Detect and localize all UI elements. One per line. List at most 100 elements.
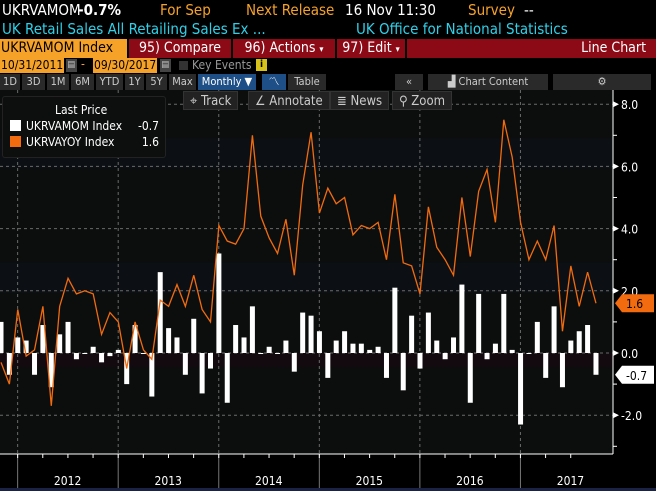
bar [333, 340, 339, 353]
x-tick-label: 2014 [255, 474, 283, 488]
bar [258, 353, 264, 354]
range-6m[interactable]: 6M [71, 74, 94, 90]
edit-button[interactable]: 97) Edit ▾ [335, 39, 405, 58]
range-1m[interactable]: 1M [47, 74, 69, 90]
range-max[interactable]: Max [169, 74, 196, 90]
bar [409, 315, 415, 353]
x-tick-label: 2013 [154, 474, 181, 488]
bar [367, 349, 373, 353]
bar [283, 340, 289, 353]
frequency-dropdown[interactable]: Monthly ▼ [198, 74, 256, 90]
bar [476, 293, 482, 353]
bar [375, 346, 381, 353]
bar [300, 312, 306, 353]
legend-value: -0.7 [137, 119, 159, 133]
actions-button[interactable]: 96) Actions ▾ [231, 39, 335, 58]
chart-type-button[interactable]: Line Chart [581, 40, 646, 56]
security-description: UK Retail Sales All Retailing Sales Ex .… [2, 20, 266, 38]
bar [518, 353, 524, 425]
bar [208, 353, 213, 369]
period: For Sep [160, 1, 211, 19]
legend-item: UKRVAMOM Index [10, 119, 122, 133]
survey-value: -- [524, 1, 534, 19]
bar [291, 353, 297, 372]
last-value-badge [615, 294, 654, 313]
bar [0, 321, 4, 353]
series-line [0, 119, 597, 406]
next-release-value: 16 Nov 11:30 [345, 1, 436, 19]
bar [65, 321, 71, 353]
zoom-label: Zoom [411, 94, 446, 109]
bar [132, 325, 138, 353]
key-events-checkbox[interactable] [179, 61, 188, 70]
settings-gear-icon[interactable]: ⚙ [553, 74, 651, 90]
y-tick-arrow [613, 350, 619, 356]
compare-button[interactable]: 95) Compare [127, 39, 231, 58]
zoom-button[interactable]: ⚲ Zoom [392, 91, 453, 110]
x-tick-label: 2017 [557, 474, 584, 488]
legend-value: 1.6 [141, 135, 159, 149]
last-value-label: -0.7 [626, 369, 647, 383]
actions-label: 96) Actions [244, 40, 316, 56]
y-tick-arrow [613, 412, 619, 419]
x-tick-label: 2015 [356, 474, 383, 488]
magnifier-icon: ⚲ [399, 94, 412, 109]
bar [32, 353, 38, 375]
bar [576, 331, 582, 353]
bar [316, 331, 322, 353]
key-events-label: Key Events [192, 58, 252, 72]
pencil-icon: ∠ [255, 94, 270, 109]
last-value-badge [615, 365, 654, 384]
bar [224, 353, 230, 403]
y-tick-label: 4.0 [621, 223, 638, 237]
bar [501, 293, 507, 353]
annotate-label: Annotate [269, 94, 323, 109]
legend: Last Price UKRVAMOM Index -0.7 UKRVAYOY … [2, 96, 166, 158]
bar [174, 337, 180, 353]
range-5y[interactable]: 5Y [146, 74, 167, 90]
range-1d[interactable]: 1D [0, 74, 20, 90]
range-ytd[interactable]: YTD [96, 74, 123, 90]
line-chart-icon[interactable]: 〽 [262, 74, 286, 90]
dropdown-arrow-icon: ▾ [395, 45, 400, 55]
y-tick-arrow [613, 287, 619, 294]
calendar-icon[interactable]: ▤ [160, 59, 171, 72]
bar [191, 318, 197, 353]
chart-content-button[interactable]: ▟ Chart Content [428, 74, 548, 90]
divider [405, 39, 407, 58]
track-button[interactable]: ⌖ Track [183, 91, 239, 110]
info-icon[interactable]: i [256, 59, 267, 71]
bar [73, 353, 79, 360]
bar [484, 353, 490, 360]
bar [182, 353, 188, 375]
range-1y[interactable]: 1Y [125, 74, 144, 90]
calendar-icon[interactable]: ▤ [66, 59, 77, 72]
y-tick-arrow [613, 101, 619, 108]
bar [40, 325, 46, 353]
annotate-button[interactable]: ∠ Annotate [248, 91, 330, 110]
bar-chart-icon: ▟ [447, 75, 459, 88]
bar [275, 353, 281, 354]
bar [459, 284, 465, 353]
news-button[interactable]: ≣ News [330, 91, 390, 110]
range-3d[interactable]: 3D [22, 74, 45, 90]
collapse-icon[interactable]: « [395, 74, 423, 90]
bar [358, 343, 364, 353]
bar [99, 353, 105, 363]
legend-title: Last Price [55, 103, 108, 117]
table-button[interactable]: Table [288, 74, 326, 90]
dropdown-arrow-icon: ▾ [319, 45, 324, 55]
bar [249, 306, 255, 353]
bar [342, 331, 348, 353]
bar [308, 315, 314, 353]
end-date-input[interactable]: 09/30/2017 [93, 58, 158, 73]
bar [266, 346, 272, 353]
plot-band [0, 262, 613, 293]
last-value-label: 1.6 [626, 297, 643, 311]
security-input[interactable]: UKRVAMOM Index [0, 39, 127, 58]
start-date-input[interactable]: 10/31/2011 [0, 58, 65, 73]
y-tick-label: -2.0 [621, 409, 642, 423]
bar [400, 353, 406, 391]
bar [157, 272, 163, 353]
bar [82, 353, 88, 354]
